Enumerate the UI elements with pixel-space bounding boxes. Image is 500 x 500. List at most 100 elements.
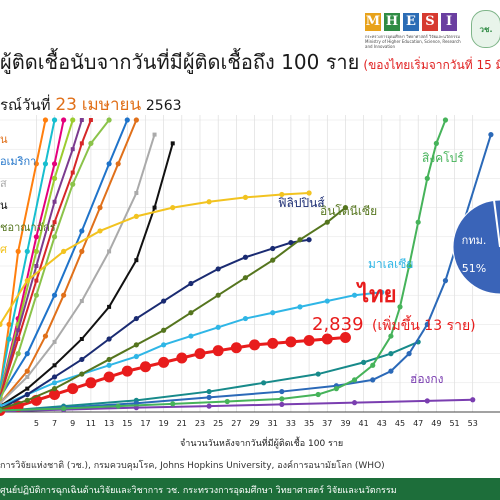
data-point bbox=[133, 213, 139, 219]
data-point bbox=[333, 386, 339, 392]
data-point bbox=[133, 117, 139, 123]
data-point bbox=[33, 292, 39, 298]
data-point bbox=[6, 336, 12, 342]
data-point bbox=[351, 400, 358, 406]
series-label: ฟิลิปปินส์ bbox=[278, 196, 325, 210]
thailand-label: ไทย bbox=[356, 281, 396, 308]
x-tick-label: 41 bbox=[359, 419, 369, 428]
data-point bbox=[215, 324, 221, 330]
data-point bbox=[267, 337, 279, 349]
data-point bbox=[24, 397, 30, 403]
data-point bbox=[206, 388, 212, 395]
data-point bbox=[33, 234, 39, 240]
mhesi-logo: M H E S I กระทรวงการอุดมศึกษา วิทยาศาสตร์ วิจ… bbox=[365, 10, 500, 50]
data-point bbox=[370, 362, 376, 368]
data-point bbox=[270, 257, 276, 263]
x-tick-label: 37 bbox=[322, 419, 332, 428]
date-day: 23 bbox=[55, 95, 77, 115]
x-tick-label: 21 bbox=[177, 419, 187, 428]
data-point bbox=[152, 132, 157, 137]
header: M H E S I กระทรวงการอุดมศึกษา วิทยาศาสตร์ วิจ… bbox=[0, 0, 500, 128]
data-point bbox=[51, 161, 58, 167]
nrct-seal-icon: วช. bbox=[471, 10, 500, 48]
data-point bbox=[16, 328, 21, 333]
data-point bbox=[303, 334, 315, 346]
data-point bbox=[324, 219, 330, 225]
data-point bbox=[424, 398, 430, 404]
data-point bbox=[106, 356, 112, 363]
data-point bbox=[70, 170, 75, 175]
legend-entry: อเมริกา bbox=[0, 155, 36, 168]
data-point bbox=[15, 351, 21, 357]
data-point bbox=[224, 398, 230, 405]
x-tick-label: 31 bbox=[268, 419, 278, 428]
data-point bbox=[297, 237, 303, 243]
x-tick-label: 13 bbox=[104, 419, 114, 428]
data-point bbox=[42, 333, 49, 339]
data-point bbox=[97, 205, 103, 211]
data-point bbox=[42, 161, 49, 167]
logo-letter-m: M bbox=[365, 13, 381, 31]
data-point bbox=[6, 321, 12, 327]
series-line bbox=[0, 398, 473, 413]
data-point bbox=[25, 374, 30, 379]
data-point bbox=[51, 175, 58, 181]
data-point bbox=[388, 351, 394, 357]
data-point bbox=[415, 219, 421, 225]
logo-letter-e: E bbox=[403, 13, 419, 31]
data-point bbox=[51, 117, 58, 123]
data-point bbox=[442, 278, 449, 284]
data-point bbox=[242, 275, 249, 281]
data-point bbox=[79, 299, 84, 304]
series-f2c320 bbox=[0, 190, 312, 327]
series-อินโดนีเซีย bbox=[0, 205, 349, 412]
data-point bbox=[79, 248, 85, 254]
legend-entry: น bbox=[0, 199, 8, 212]
data-point bbox=[433, 140, 439, 146]
data-point bbox=[188, 310, 194, 316]
data-point bbox=[194, 348, 206, 360]
data-point bbox=[106, 117, 112, 123]
data-point bbox=[161, 327, 167, 333]
date-year: 2563 bbox=[145, 98, 182, 114]
date-line: รณ์วันที่ 23 เมษายน 2563 bbox=[0, 91, 182, 118]
data-point bbox=[121, 365, 133, 377]
pie-percent: 51% bbox=[462, 262, 486, 275]
logo-letter-i: I bbox=[441, 13, 457, 31]
pie-inset: กทม. 51% bbox=[452, 199, 500, 295]
data-point bbox=[61, 292, 67, 298]
data-point bbox=[115, 403, 121, 409]
x-tick-label: 25 bbox=[213, 419, 223, 428]
data-point bbox=[70, 117, 76, 123]
x-tick-label: 49 bbox=[431, 419, 441, 428]
data-point bbox=[79, 228, 85, 234]
x-tick-label: 53 bbox=[468, 419, 478, 428]
x-tick-label: 43 bbox=[377, 419, 387, 428]
data-point bbox=[139, 361, 151, 373]
data-point bbox=[106, 336, 112, 342]
data-point bbox=[106, 161, 112, 167]
data-point bbox=[124, 117, 130, 123]
series-aaaaaa bbox=[0, 132, 157, 406]
data-point bbox=[279, 388, 285, 395]
data-point bbox=[24, 248, 30, 254]
data-point bbox=[206, 394, 212, 400]
series-line bbox=[0, 119, 83, 398]
series-1f73c9 bbox=[0, 117, 130, 400]
date-month: เมษายน bbox=[81, 95, 142, 115]
data-point bbox=[161, 342, 167, 348]
x-tick-label: 11 bbox=[86, 419, 96, 428]
data-point bbox=[242, 194, 249, 200]
data-point bbox=[79, 141, 84, 146]
data-point bbox=[406, 351, 412, 357]
data-point bbox=[51, 380, 58, 386]
data-point bbox=[61, 248, 67, 254]
series-label: สิงคโปร์ bbox=[422, 151, 464, 165]
data-point bbox=[339, 332, 351, 344]
data-point bbox=[51, 386, 58, 392]
data-point bbox=[158, 356, 170, 368]
data-point bbox=[306, 237, 312, 243]
series-label: ฮ่องกง bbox=[410, 372, 444, 386]
series-line bbox=[0, 119, 138, 404]
